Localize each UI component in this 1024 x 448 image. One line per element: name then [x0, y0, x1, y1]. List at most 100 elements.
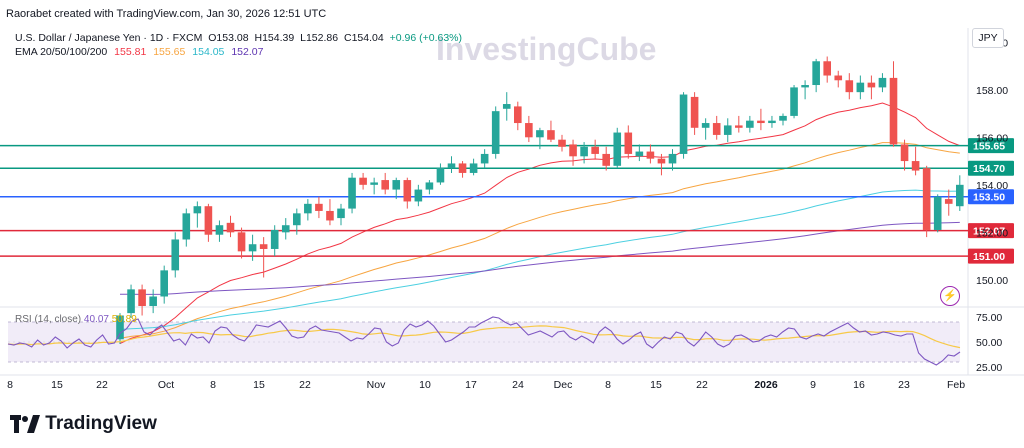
- brand-name: TradingView: [45, 413, 157, 434]
- ema-legend[interactable]: EMA 20/50/100/200 155.81 155.65 154.05 1…: [15, 46, 263, 58]
- x-tick-label: Dec: [554, 379, 573, 391]
- tradingview-logo-icon: [10, 414, 40, 433]
- candle-body: [889, 77, 898, 145]
- x-tick-label: 22: [696, 379, 708, 391]
- candle-body: [281, 225, 290, 233]
- candle-body: [403, 180, 412, 202]
- candle-body: [436, 168, 445, 183]
- x-tick-label: 24: [512, 379, 524, 391]
- tradingview-logo: TradingView: [10, 413, 157, 435]
- candle-body: [613, 132, 622, 166]
- x-tick-label: 22: [299, 379, 311, 391]
- x-tick-label: 15: [51, 379, 63, 391]
- y-tick-label: 158.00: [976, 85, 1008, 97]
- candle-body: [668, 153, 677, 164]
- candle-body: [425, 182, 434, 190]
- candle-body: [293, 213, 301, 226]
- candle-body: [127, 289, 135, 314]
- candle-body: [270, 229, 279, 249]
- candle-body: [536, 130, 544, 138]
- level-label-154.70: 154.70: [973, 163, 1005, 175]
- candle-body: [138, 289, 146, 306]
- candle-body: [801, 85, 809, 88]
- candle-body: [558, 139, 566, 147]
- candle-body: [746, 120, 754, 128]
- candle-body: [304, 203, 312, 214]
- x-tick-label: 2026: [754, 379, 778, 391]
- ema50-line: [119, 142, 960, 339]
- level-label-153.50: 153.50: [973, 192, 1005, 204]
- candle-body: [690, 96, 699, 128]
- candle-body: [768, 120, 776, 124]
- ema-label: EMA 20/50/100/200: [15, 46, 108, 58]
- candle-body: [226, 222, 235, 233]
- x-tick-label: 10: [419, 379, 431, 391]
- chart-credit: Raorabet created with TradingView.com, J…: [6, 8, 327, 20]
- level-tag-154.70: [968, 160, 1014, 176]
- currency-badge[interactable]: JPY: [972, 28, 1004, 48]
- candle-body: [193, 206, 202, 214]
- candle-body: [204, 206, 213, 235]
- x-tick-label: Oct: [158, 379, 174, 391]
- candle-body: [823, 61, 831, 76]
- candle-body: [116, 315, 124, 340]
- candle-body: [956, 184, 964, 207]
- x-tick-label: 8: [7, 379, 13, 391]
- horizontal-levels: 155.65 154.70 153.50 152.07 151.00: [0, 138, 1014, 264]
- candle-body: [723, 125, 732, 135]
- candle-body: [491, 111, 500, 154]
- candle-body: [867, 82, 876, 88]
- candle-body: [348, 177, 356, 209]
- level-tag-153.50: [968, 189, 1014, 205]
- lightning-icon[interactable]: ⚡: [940, 286, 960, 306]
- candle-body: [757, 120, 765, 124]
- level-label-155.65: 155.65: [973, 141, 1005, 153]
- candle-body: [248, 244, 257, 252]
- rsi-legend[interactable]: RSI (14, close) 40.07 50.89: [15, 314, 137, 325]
- candle-body: [237, 232, 246, 252]
- candle-body: [447, 163, 456, 169]
- x-tick-label: 9: [810, 379, 816, 391]
- ema100-line: [119, 189, 960, 330]
- candle-body: [525, 123, 533, 138]
- candle-body: [182, 213, 191, 240]
- high-value: H154.39: [254, 32, 295, 44]
- candle-body: [834, 75, 843, 81]
- x-tick-label: 8: [605, 379, 611, 391]
- candle-body: [845, 80, 854, 93]
- y-tick-label: 154.00: [976, 180, 1008, 192]
- candle-body: [392, 180, 401, 190]
- x-tick-label: Nov: [367, 379, 386, 391]
- symbol-name: U.S. Dollar / Japanese Yen · 1D · FXCM: [15, 32, 203, 44]
- rsi-label: RSI (14, close): [15, 314, 82, 325]
- candle-body: [514, 106, 522, 124]
- ema200-value: 152.07: [231, 46, 264, 58]
- candle-body: [790, 87, 798, 116]
- candle-body: [381, 180, 389, 190]
- change-value: +0.96 (+0.63%): [389, 32, 463, 44]
- candle-body: [480, 153, 489, 164]
- candle-body: [933, 196, 942, 230]
- x-tick-label: 22: [96, 379, 108, 391]
- watermark: InvestingCube: [436, 31, 657, 67]
- candle-body: [337, 208, 345, 219]
- candle-body: [779, 115, 787, 121]
- ema-lines: [119, 102, 960, 344]
- candle-body: [469, 163, 478, 173]
- candle-body: [591, 146, 599, 154]
- open-value: O153.08: [208, 32, 249, 44]
- candle-body: [458, 163, 467, 173]
- candle-body: [657, 158, 666, 164]
- candle-body: [547, 130, 555, 140]
- level-tag-151.00: [968, 248, 1014, 264]
- candle-body: [856, 82, 865, 93]
- low-value: L152.86: [300, 32, 339, 44]
- candle-body: [149, 296, 157, 306]
- ema50-value: 155.65: [153, 46, 186, 58]
- candle-body: [635, 151, 644, 157]
- symbol-legend[interactable]: U.S. Dollar / Japanese Yen · 1D · FXCM O…: [15, 32, 462, 44]
- candle-body: [171, 239, 180, 271]
- y-tick-label: 152.00: [976, 227, 1008, 239]
- candles: [116, 56, 964, 345]
- rsi-value: 40.07: [83, 314, 109, 325]
